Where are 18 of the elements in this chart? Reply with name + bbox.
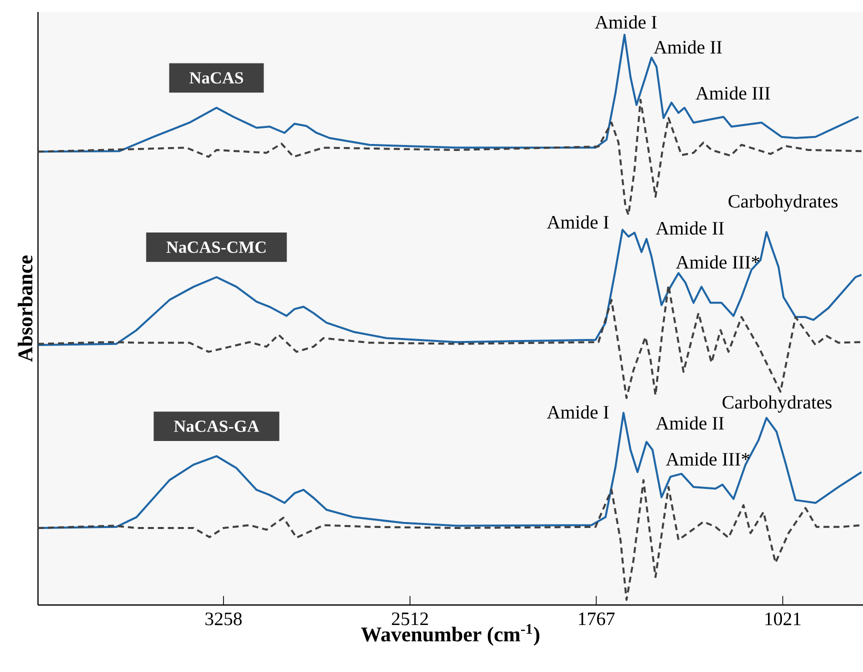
x-tick-label: 1767 <box>578 612 615 626</box>
x-tick-label: 1021 <box>765 612 801 626</box>
annotation: Amide II <box>656 221 724 235</box>
annotation: Carbohydrates <box>722 395 832 413</box>
series-label: NaCAS <box>190 72 244 84</box>
annotation: Amide I <box>546 405 609 419</box>
x-tick-label: 2512 <box>392 612 428 626</box>
x-axis-title: Wavenumber (cm$^{-1}$) <box>361 624 540 646</box>
series-label: NaCAS-CMC <box>166 242 266 253</box>
annotation: Amide I <box>546 215 609 229</box>
text: Amide I <box>594 15 657 29</box>
x-tick-label: 3258 <box>205 612 242 626</box>
annotation: Amide II <box>654 40 722 54</box>
annotation: Amide II <box>656 416 724 430</box>
annotation: Carbohydrates <box>728 194 838 212</box>
series-label: NaCAS-GA <box>174 420 260 432</box>
annotation: Amide III <box>696 86 770 100</box>
y-axis-title: Absorbance <box>18 256 32 362</box>
